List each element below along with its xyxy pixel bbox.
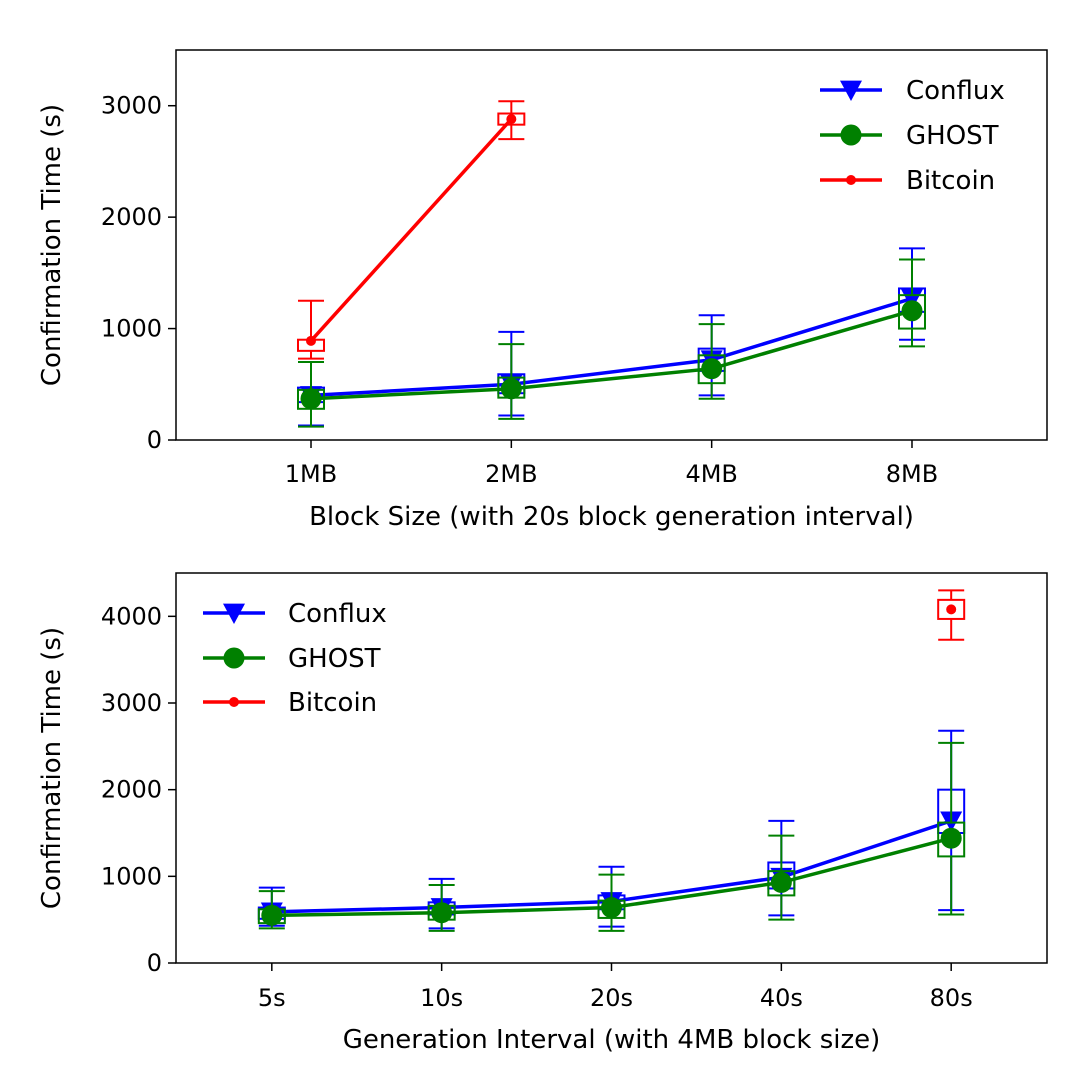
plot-frame (175, 49, 1048, 441)
series-ghost (257, 741, 966, 932)
marker-circle (601, 897, 622, 919)
marker-triangle (840, 80, 862, 101)
x-axis-label: Generation Interval (with 4MB block size… (343, 1025, 881, 1055)
series-bitcoin (937, 589, 966, 641)
y-tick-label: 0 (147, 949, 162, 977)
marker-dot (506, 114, 517, 125)
y-tick-label: 2000 (101, 776, 162, 804)
x-tick-label: 80s (930, 984, 973, 1012)
legend-label: Bitcoin (288, 688, 377, 718)
chart-1: 0 1000 2000 3000 1MB 2MB 4MB 8MB Block Size (wit… (37, 49, 1048, 532)
legend-entry-bitcoin: Bitcoin (820, 166, 995, 196)
box (937, 598, 966, 620)
series-line (309, 117, 513, 343)
x-tick-label: 20s (590, 984, 633, 1012)
y-tick-label: 4000 (101, 602, 162, 630)
box (937, 821, 966, 858)
legend-label: Bitcoin (906, 166, 995, 196)
box (897, 294, 926, 330)
marker-dot (229, 697, 239, 707)
marker-circle (901, 300, 923, 322)
legend-entry-bitcoin: Bitcoin (203, 688, 377, 718)
series-line (310, 296, 913, 398)
marker-dot (946, 604, 957, 615)
plot-frame (175, 572, 1048, 964)
marker-circle (431, 902, 453, 924)
legend-entry-ghost: GHOST (203, 644, 381, 674)
marker-circle (500, 378, 522, 400)
legend-label: Conflux (288, 599, 387, 629)
marker-circle (770, 871, 792, 893)
x-tick-label: 8MB (886, 460, 938, 488)
x-tick-label: 10s (420, 984, 463, 1012)
marker-circle (300, 388, 322, 410)
chart-2: 0 1000 2000 3000 4000 5s 10s 20s 40s 80s Generatio… (37, 572, 1048, 1055)
y-tick-label: 3000 (101, 92, 162, 120)
x-tick-label: 5s (258, 984, 286, 1012)
marker-dot (306, 335, 317, 346)
series-conflux (297, 247, 926, 427)
series-ghost (297, 258, 926, 428)
series-line (310, 309, 913, 401)
legend-entry-ghost: GHOST (820, 121, 999, 151)
x-tick-label: 1MB (285, 460, 337, 488)
marker-circle (940, 827, 962, 849)
legend-label: GHOST (906, 121, 999, 151)
legend-label: GHOST (288, 644, 381, 674)
y-tick-label: 1000 (101, 315, 162, 343)
x-axis-label: Block Size (with 20s block generation in… (309, 502, 914, 532)
y-tick-label: 1000 (101, 862, 162, 890)
y-tick-label: 2000 (101, 203, 162, 231)
y-axis-label: Confirmation Time (s) (37, 104, 67, 386)
series-bitcoin (297, 100, 526, 360)
marker-circle (223, 647, 245, 669)
marker-circle (261, 904, 283, 926)
y-tick-label: 3000 (101, 689, 162, 717)
legend: Conflux GHOST Bitcoin (820, 76, 1005, 196)
marker-circle (840, 124, 862, 146)
marker-dot (846, 175, 856, 185)
y-axis-label: Confirmation Time (s) (37, 627, 67, 909)
y-tick-label: 0 (147, 426, 162, 454)
x-tick-label: 40s (760, 984, 803, 1012)
marker-triangle (223, 603, 245, 624)
legend-entry-conflux: Conflux (203, 599, 387, 629)
marker-circle (701, 358, 723, 380)
legend-entry-conflux: Conflux (820, 76, 1005, 106)
x-tick-label: 4MB (685, 460, 737, 488)
box (497, 112, 526, 126)
x-tick-label: 2MB (485, 460, 537, 488)
legend-label: Conflux (906, 76, 1005, 106)
legend: Conflux GHOST Bitcoin (203, 599, 387, 718)
